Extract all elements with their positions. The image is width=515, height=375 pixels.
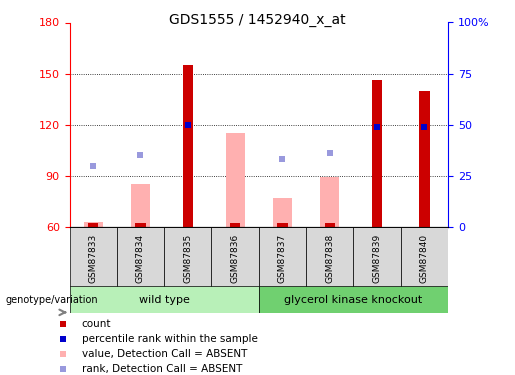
Bar (164, 227, 212, 287)
Text: GDS1555 / 1452940_x_at: GDS1555 / 1452940_x_at (169, 13, 346, 27)
Bar (84, 222, 102, 227)
Bar (70, 286, 259, 313)
Bar (259, 286, 448, 313)
Bar (183, 65, 193, 227)
Bar (226, 133, 245, 227)
Bar (401, 227, 448, 287)
Bar (324, 223, 335, 227)
Bar (320, 177, 339, 227)
Text: GSM87835: GSM87835 (183, 234, 192, 283)
Text: wild type: wild type (139, 295, 190, 304)
Bar (353, 227, 401, 287)
Text: genotype/variation: genotype/variation (5, 295, 98, 305)
Text: GSM87839: GSM87839 (372, 234, 382, 283)
Text: percentile rank within the sample: percentile rank within the sample (81, 334, 258, 344)
Bar (135, 223, 146, 227)
Bar (117, 227, 164, 287)
Text: glycerol kinase knockout: glycerol kinase knockout (284, 295, 422, 304)
Text: GSM87834: GSM87834 (136, 234, 145, 283)
Bar (419, 91, 430, 227)
Bar (273, 198, 292, 227)
Text: count: count (81, 319, 111, 329)
Bar (212, 227, 259, 287)
Text: GSM87833: GSM87833 (89, 234, 98, 283)
Text: GSM87837: GSM87837 (278, 234, 287, 283)
Bar (306, 227, 353, 287)
Bar (230, 223, 241, 227)
Bar (88, 223, 98, 227)
Text: GSM87836: GSM87836 (231, 234, 239, 283)
Text: rank, Detection Call = ABSENT: rank, Detection Call = ABSENT (81, 364, 242, 374)
Bar (259, 227, 306, 287)
Text: GSM87840: GSM87840 (420, 234, 429, 283)
Bar (70, 227, 117, 287)
Text: value, Detection Call = ABSENT: value, Detection Call = ABSENT (81, 349, 247, 359)
Bar (277, 223, 288, 227)
Bar (372, 80, 382, 227)
Bar (131, 184, 150, 227)
Text: GSM87838: GSM87838 (325, 234, 334, 283)
